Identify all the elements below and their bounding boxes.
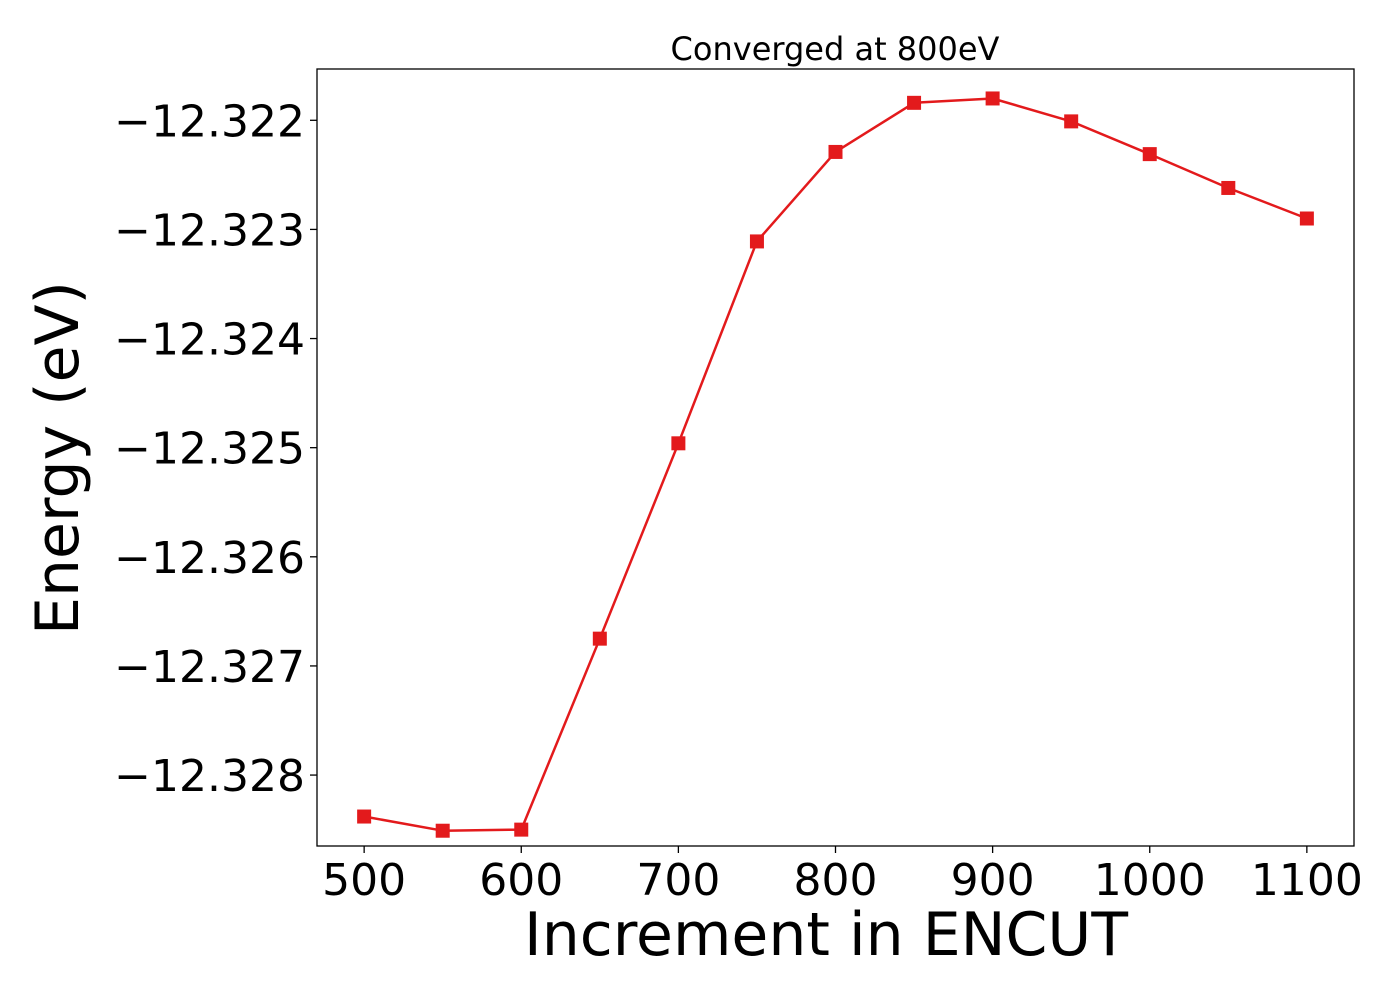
y-tick-label: −12.323 (114, 205, 305, 256)
x-tick-label: 1000 (1094, 855, 1206, 906)
series-layer (357, 91, 1314, 838)
y-axis: −12.322 −12.323 −12.324 −12.325 −12.326 −12.3… (114, 96, 317, 802)
data-point-marker (828, 144, 843, 159)
x-tick-label: 700 (636, 855, 720, 906)
y-tick-label: −12.324 (114, 315, 305, 366)
y-tick-label: −12.322 (114, 96, 305, 147)
data-point-marker (1221, 180, 1236, 195)
x-axis: 500 600 700 800 900 1000 1100 (322, 846, 1363, 906)
data-point-marker (671, 436, 686, 451)
y-tick-label: −12.325 (114, 424, 305, 475)
y-axis-label: Energy (eV) (23, 281, 93, 635)
data-point-marker (1299, 211, 1314, 226)
x-tick-label: 900 (951, 855, 1035, 906)
data-point-marker (435, 823, 450, 838)
data-point-marker (592, 631, 607, 646)
y-tick-label: −12.326 (114, 533, 305, 584)
x-tick-label: 1100 (1251, 855, 1363, 906)
x-axis-label: Increment in ENCUT (524, 900, 1128, 970)
data-point-marker (357, 809, 372, 824)
data-point-marker (514, 822, 529, 837)
data-point-marker (985, 91, 1000, 106)
chart-title: Converged at 800eV (671, 30, 1000, 68)
x-tick-label: 500 (322, 855, 406, 906)
y-tick-label: −12.327 (114, 642, 305, 693)
x-tick-label: 600 (479, 855, 563, 906)
data-point-marker (1142, 147, 1157, 162)
data-point-marker (1064, 114, 1079, 129)
data-point-marker (907, 95, 922, 110)
x-tick-label: 800 (794, 855, 878, 906)
y-tick-label: −12.328 (114, 751, 305, 802)
data-point-marker (749, 234, 764, 249)
